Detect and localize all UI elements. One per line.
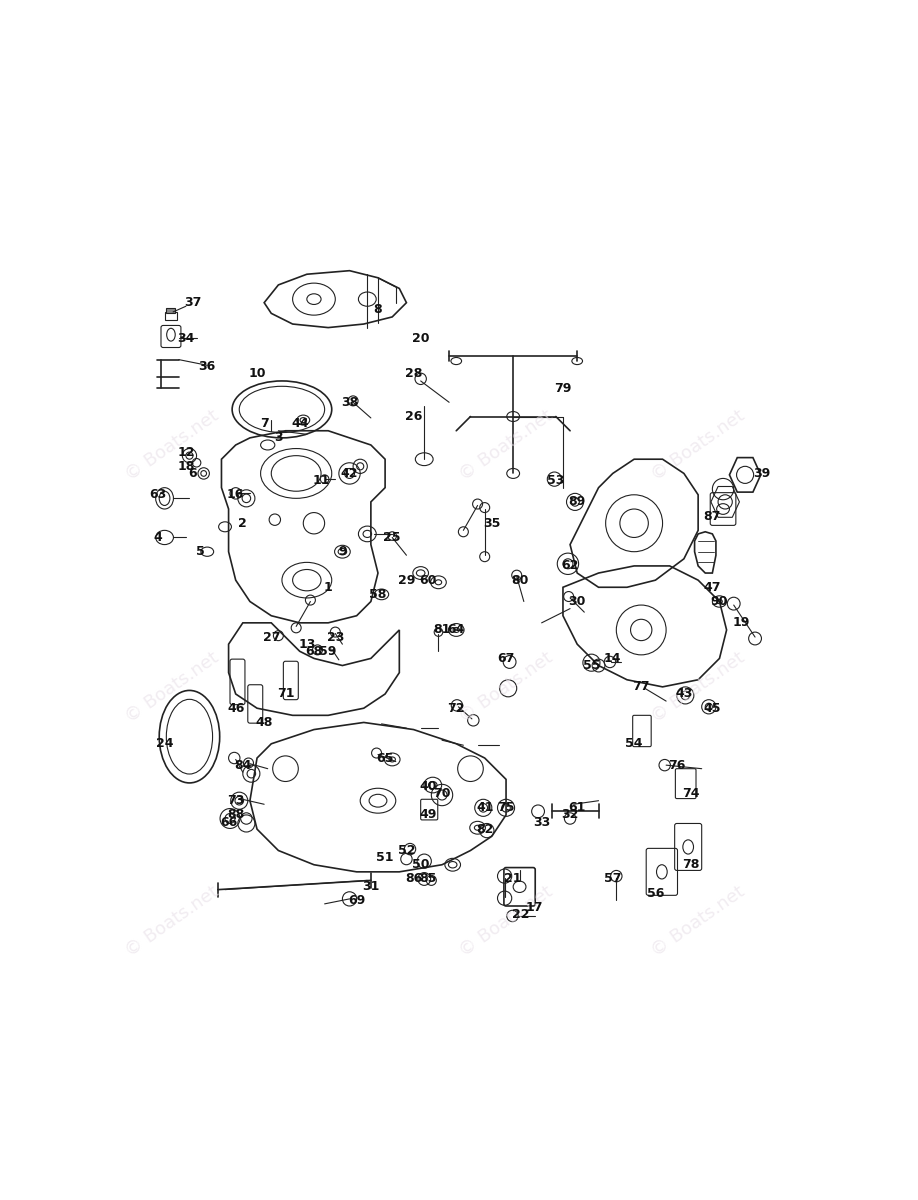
Text: 24: 24 [156,737,174,750]
Text: 20: 20 [412,331,430,344]
Text: 75: 75 [498,802,515,815]
Text: © Boats.net: © Boats.net [121,406,222,484]
Text: 62: 62 [562,559,578,572]
Text: 73: 73 [227,794,244,808]
Text: 44: 44 [291,418,308,430]
Text: 55: 55 [583,659,600,672]
Text: 42: 42 [341,467,358,480]
Text: 17: 17 [526,901,543,914]
Text: © Boats.net: © Boats.net [456,883,556,960]
Text: 65: 65 [376,751,394,764]
Text: 89: 89 [568,496,586,509]
Text: © Boats.net: © Boats.net [121,883,222,960]
Text: 43: 43 [676,688,692,701]
Text: 2: 2 [239,517,247,529]
Text: 28: 28 [405,367,422,380]
Text: 11: 11 [312,474,330,487]
Text: 82: 82 [476,823,493,835]
Text: 36: 36 [198,360,216,373]
Text: 5: 5 [196,545,205,558]
Text: 6: 6 [189,467,197,480]
Text: 74: 74 [682,787,700,800]
Text: 14: 14 [604,652,621,665]
Text: © Boats.net: © Boats.net [648,406,748,484]
Text: 4: 4 [153,530,162,544]
Text: 37: 37 [185,296,202,310]
Text: 7: 7 [260,418,269,430]
Text: 31: 31 [363,880,379,893]
Text: 85: 85 [420,872,436,886]
Text: © Boats.net: © Boats.net [648,648,748,726]
Text: 57: 57 [604,872,621,886]
Text: 77: 77 [633,680,650,694]
Text: 1: 1 [324,581,332,594]
Text: 60: 60 [420,574,436,587]
Text: 47: 47 [703,581,722,594]
Text: 12: 12 [177,445,195,458]
Text: 61: 61 [568,802,586,815]
Text: 25: 25 [384,530,401,544]
Text: © Boats.net: © Boats.net [648,883,748,960]
Text: 86: 86 [405,872,422,886]
Text: 38: 38 [341,396,358,409]
Text: 84: 84 [234,758,252,772]
Text: 13: 13 [298,637,316,650]
Text: 64: 64 [448,624,465,636]
Text: 23: 23 [327,630,344,643]
Text: © Boats.net: © Boats.net [456,406,556,484]
Text: 45: 45 [703,702,722,715]
Text: 22: 22 [511,908,529,922]
Text: 56: 56 [647,887,664,900]
Text: 71: 71 [276,688,295,701]
Text: 46: 46 [227,702,244,715]
Text: 68: 68 [306,644,322,658]
Text: 90: 90 [711,595,728,608]
Text: © Boats.net: © Boats.net [121,648,222,726]
Text: 79: 79 [554,382,572,395]
Text: 33: 33 [533,816,550,828]
Text: 51: 51 [376,851,394,864]
Text: 52: 52 [397,844,415,857]
Text: 16: 16 [227,488,244,502]
Text: 81: 81 [433,624,451,636]
Text: 78: 78 [682,858,700,871]
Text: 66: 66 [220,816,237,828]
Bar [164,312,177,320]
Text: 76: 76 [668,758,686,772]
Text: 88: 88 [227,809,244,822]
Text: 21: 21 [504,872,522,886]
Text: 69: 69 [348,894,365,907]
Text: © Boats.net: © Boats.net [456,648,556,726]
Text: 19: 19 [733,617,749,629]
Bar [166,307,174,313]
Text: 54: 54 [625,737,643,750]
Text: 26: 26 [405,410,422,424]
Text: 3: 3 [274,431,283,444]
Text: 53: 53 [547,474,565,487]
Text: 40: 40 [419,780,437,793]
Text: 72: 72 [447,702,465,715]
Text: 58: 58 [369,588,386,601]
Text: 8: 8 [374,304,382,317]
Text: 30: 30 [568,595,586,608]
Text: 59: 59 [319,644,337,658]
Text: 27: 27 [263,630,280,643]
Text: 29: 29 [397,574,415,587]
Text: 18: 18 [177,460,195,473]
Text: 63: 63 [149,488,166,502]
Text: 70: 70 [433,787,451,800]
Text: 49: 49 [420,809,436,822]
Text: 9: 9 [338,545,347,558]
Text: 50: 50 [412,858,430,871]
Text: 34: 34 [177,331,195,344]
Text: 41: 41 [476,802,494,815]
Text: 67: 67 [498,652,515,665]
Text: 48: 48 [255,716,273,728]
Text: 10: 10 [248,367,266,380]
Text: 32: 32 [562,809,578,822]
Text: 87: 87 [704,510,721,523]
Text: 35: 35 [483,517,500,529]
Text: 39: 39 [754,467,771,480]
Text: 80: 80 [511,574,529,587]
